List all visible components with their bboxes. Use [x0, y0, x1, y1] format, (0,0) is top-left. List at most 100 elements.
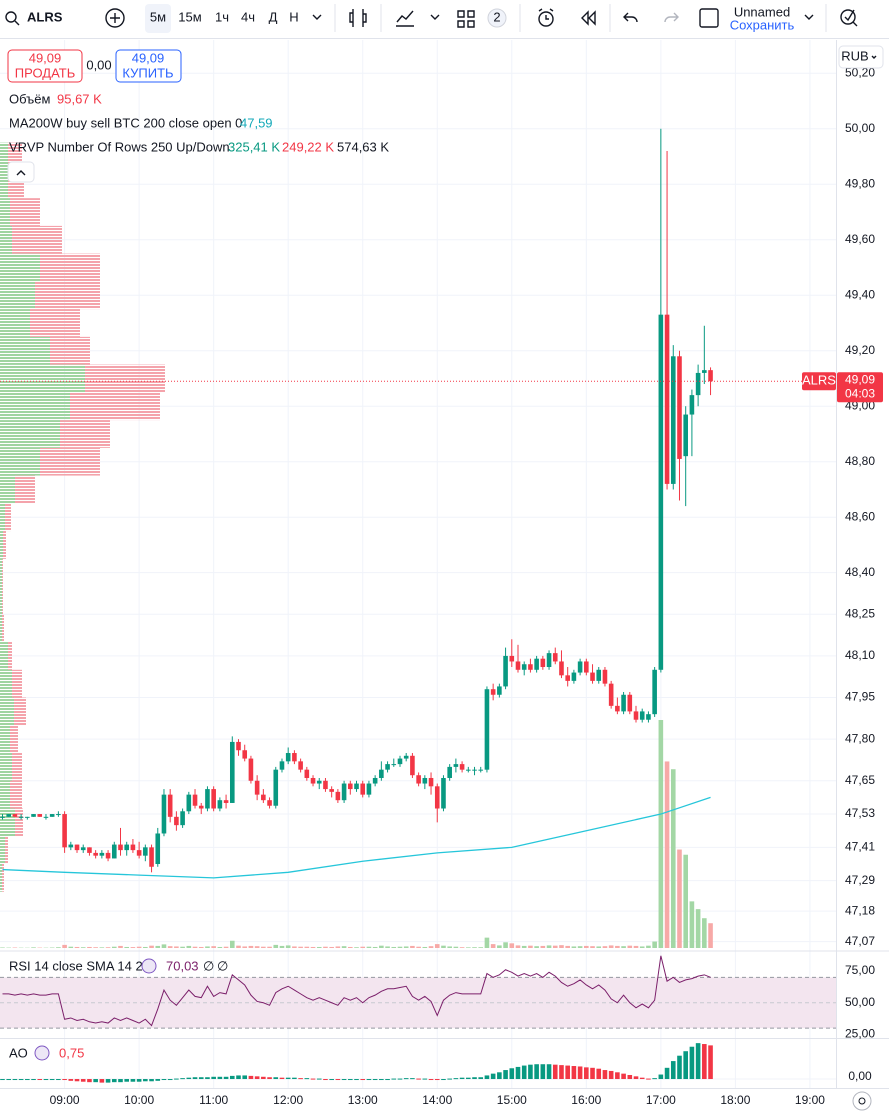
interval[interactable]: Д	[269, 9, 278, 24]
layouts[interactable]	[457, 10, 475, 28]
interval[interactable]: 5м	[150, 9, 166, 24]
ao-bar	[484, 1075, 490, 1080]
layout-menu[interactable]	[804, 14, 814, 20]
volume-bar	[143, 946, 148, 948]
currency-button[interactable]	[838, 45, 884, 69]
ao-tick-label: 0,00	[848, 1069, 872, 1083]
candle-body	[354, 783, 359, 790]
indicators-menu[interactable]	[430, 14, 440, 20]
interval[interactable]: 1ч	[215, 9, 229, 24]
ao-bar	[99, 1079, 105, 1083]
fullscreen[interactable]	[699, 8, 719, 28]
volume-bar	[689, 901, 695, 948]
ao-bar	[174, 1078, 179, 1080]
y-tick-label: 47,53	[845, 806, 875, 820]
symbol[interactable]: ALRS	[27, 9, 63, 24]
volume-bar	[403, 946, 409, 948]
ao-bar	[528, 1064, 533, 1080]
ao-bar	[459, 1077, 465, 1080]
indicators[interactable]	[396, 10, 414, 27]
undo[interactable]	[623, 12, 638, 23]
interval[interactable]: 4ч	[241, 9, 255, 24]
volume-bar	[236, 945, 241, 948]
badge-count: 2	[493, 9, 500, 24]
profile-down	[8, 642, 12, 670]
profile-up	[0, 780, 10, 809]
ao-bar	[111, 1079, 117, 1083]
ao-bar	[130, 1079, 136, 1082]
redo[interactable]	[664, 12, 679, 23]
ao-bar	[329, 1079, 334, 1081]
add-symbol[interactable]	[105, 8, 125, 28]
volume-bar	[534, 946, 539, 948]
volume-bar	[677, 849, 682, 948]
volume-bar	[559, 945, 564, 948]
candle-body	[211, 789, 216, 809]
interval[interactable]: 15м	[178, 9, 201, 24]
candle-body	[403, 755, 409, 759]
ao-bar	[292, 1077, 297, 1080]
ao-bar	[229, 1075, 235, 1080]
candle-body	[323, 780, 328, 790]
ao-icon[interactable]	[34, 1045, 50, 1061]
interval[interactable]: Н	[289, 9, 298, 24]
volume-bar	[410, 945, 415, 948]
profile-up	[0, 475, 15, 504]
ao-bar	[180, 1078, 185, 1080]
layout-name[interactable]: Unnamed	[734, 4, 790, 19]
ao-bar	[43, 1079, 49, 1081]
candle-body	[87, 847, 92, 853]
volume-bar	[627, 945, 633, 948]
ao-bar	[217, 1076, 223, 1080]
volume-bar	[577, 946, 583, 948]
legend-ma: MA200W buy sell BTC 200 close open 0	[9, 115, 242, 130]
volume-bar	[124, 946, 130, 948]
ao-bar	[12, 1079, 18, 1081]
profile-up	[0, 558, 2, 587]
y-tick-label: 48,80	[845, 454, 875, 468]
ma-line	[2, 796, 711, 879]
candle-body	[652, 669, 657, 715]
candle-body	[254, 780, 260, 795]
price-tag	[837, 372, 883, 403]
rsi-tick-label: 50,00	[845, 995, 875, 1009]
candle-body	[292, 753, 297, 762]
intervals-menu[interactable]	[312, 14, 322, 20]
candle-body	[472, 769, 477, 771]
collapse-legend[interactable]	[7, 161, 35, 183]
candle-body	[689, 395, 695, 415]
candle-body	[397, 758, 403, 765]
alert[interactable]	[538, 11, 554, 27]
ao-bar	[702, 1044, 707, 1080]
buy-label: КУПИТЬ	[122, 65, 173, 80]
candle-body	[515, 661, 521, 670]
candle-body	[130, 844, 136, 851]
x-tick-label: 19:00	[795, 1093, 825, 1107]
volume-bar	[590, 946, 595, 948]
search-icon[interactable]	[5, 11, 17, 23]
ao-bar	[124, 1079, 130, 1082]
save[interactable]: Сохранить	[730, 17, 795, 32]
volume-bar	[180, 946, 185, 948]
chart-type[interactable]	[349, 9, 367, 27]
volume-bar	[478, 947, 484, 948]
sell-button[interactable]	[7, 49, 83, 83]
ao-bar	[410, 1078, 415, 1080]
ao-bar	[149, 1079, 154, 1082]
ao-bar	[267, 1077, 272, 1080]
volume-bar	[68, 946, 74, 948]
ao-bar	[633, 1076, 639, 1080]
volume-bar	[223, 946, 229, 948]
replay[interactable]	[581, 10, 596, 26]
candle-body	[385, 764, 390, 770]
candle-body	[31, 814, 36, 817]
candle-body	[93, 852, 98, 856]
volume-bar	[74, 946, 80, 948]
rsi-icon[interactable]	[141, 958, 157, 974]
quick-search[interactable]	[840, 9, 856, 25]
ao-bar	[360, 1079, 366, 1081]
settings[interactable]	[852, 1091, 872, 1111]
volume-bar	[186, 945, 192, 948]
profile-up	[0, 281, 35, 310]
buy-button[interactable]	[115, 49, 182, 83]
